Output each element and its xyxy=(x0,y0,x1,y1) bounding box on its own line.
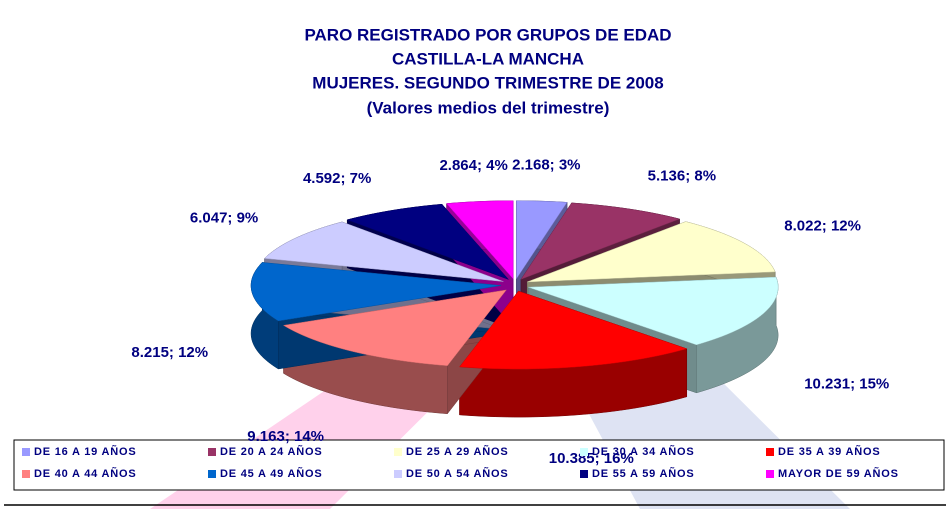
legend-label: DE 45 A 49 AÑOS xyxy=(220,467,322,480)
data-label: 6.047; 9% xyxy=(190,210,258,227)
legend-label: DE 50 A 54 AÑOS xyxy=(406,467,508,480)
legend-label: DE 20 A 24 AÑOS xyxy=(220,445,322,458)
legend-label: DE 35 A 39 AÑOS xyxy=(778,445,880,458)
data-label: 2.168; 3% xyxy=(512,157,580,174)
legend-swatch xyxy=(580,448,588,456)
data-label: 4.592; 7% xyxy=(303,170,371,187)
legend-swatch xyxy=(394,470,402,478)
data-label: 8.215; 12% xyxy=(131,344,208,361)
legend-swatch xyxy=(394,448,402,456)
data-label: 2.864; 4% xyxy=(439,157,507,174)
legend-swatch xyxy=(208,470,216,478)
data-label: 5.136; 8% xyxy=(648,168,716,185)
slice xyxy=(527,221,776,283)
slice xyxy=(459,290,688,370)
data-label: 9.163; 14% xyxy=(247,428,324,445)
data-label: 10.231; 15% xyxy=(804,375,889,392)
chart-title: CASTILLA-LA MANCHA xyxy=(392,49,584,68)
legend-label: DE 40 A 44 AÑOS xyxy=(34,467,136,480)
slice xyxy=(264,221,504,282)
legend-swatch xyxy=(580,470,588,478)
slice xyxy=(250,262,502,322)
legend-swatch xyxy=(766,470,774,478)
legend-label: MAYOR DE 59 AÑOS xyxy=(778,467,899,480)
chart-title: PARO REGISTRADO POR GRUPOS DE EDAD xyxy=(304,25,671,44)
data-label: 8.022; 12% xyxy=(784,218,861,235)
slice xyxy=(446,200,514,280)
legend-label: DE 25 A 29 AÑOS xyxy=(406,445,508,458)
chart-subtitle: (Valores medios del trimestre) xyxy=(367,98,610,117)
chart-title: MUJERES. SEGUNDO TRIMESTRE DE 2008 xyxy=(312,73,663,92)
slice xyxy=(520,202,681,280)
legend-swatch xyxy=(208,448,216,456)
legend-swatch xyxy=(22,448,30,456)
legend-label: DE 16 A 19 AÑOS xyxy=(34,445,136,458)
slice xyxy=(346,203,509,280)
slice xyxy=(282,289,507,367)
slice xyxy=(516,200,568,280)
legend-label: DE 30 A 34 AÑOS xyxy=(592,445,694,458)
legend-box xyxy=(13,439,945,491)
legend-swatch xyxy=(766,448,774,456)
slice xyxy=(528,276,779,346)
legend-label: DE 55 A 59 AÑOS xyxy=(592,467,694,480)
data-label: 10.385; 16% xyxy=(549,450,634,467)
pie-tops xyxy=(250,200,779,370)
legend-swatch xyxy=(22,470,30,478)
